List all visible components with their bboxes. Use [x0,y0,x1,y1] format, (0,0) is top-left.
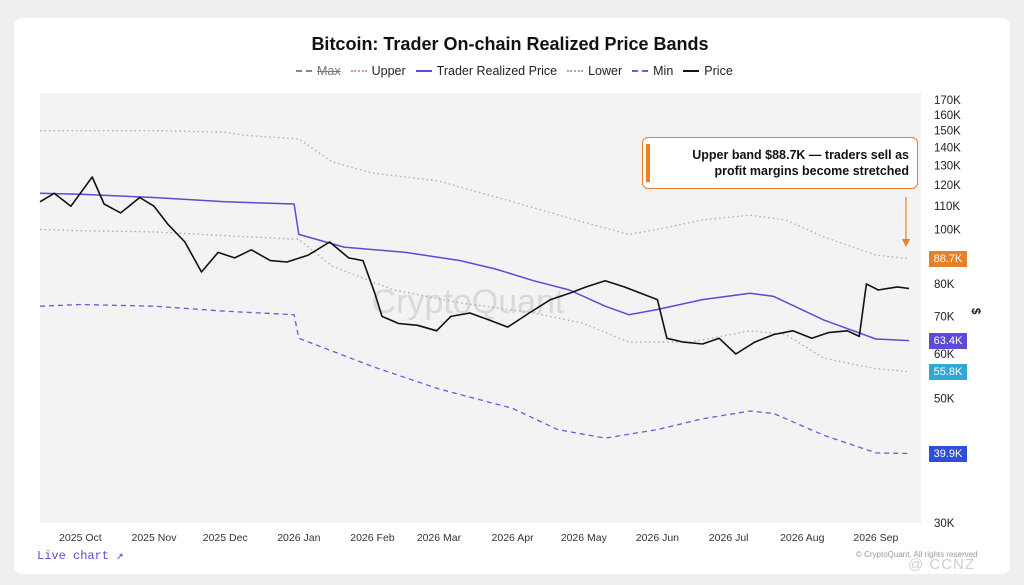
y-tick-label: 140K [934,142,961,154]
annotation-arrow-head [902,239,910,247]
x-tick-label: 2025 Oct [59,532,102,544]
x-tick-label: 2026 Jan [277,532,320,544]
value-tag: 63.4K [929,332,967,349]
x-tick-label: 2026 Feb [350,532,395,544]
x-tick-label: 2026 Jun [636,532,679,544]
series-line-price [39,176,910,355]
legend-swatch [567,70,584,72]
legend-label: Max [317,64,341,78]
legend-item-upper[interactable]: Upper [350,64,406,78]
x-tick-label: 2026 May [561,532,608,544]
value-tag: 39.9K [929,445,967,462]
brand-watermark: @ CCNZ [908,556,976,573]
y-axis-label: $ [969,308,981,315]
legend-label: Price [704,64,733,78]
y-tick-label: 80K [934,279,955,291]
y-tick-label: 160K [934,110,961,122]
legend-item-price[interactable]: Price [683,64,733,78]
series-line-lower [39,228,910,373]
legend-item-lower[interactable]: Lower [567,64,622,78]
y-tick-label: 110K [934,201,960,213]
legend-label: Min [653,64,674,78]
copyright-credit: © CryptoQuant. All rights reserved [856,550,978,559]
y-tick-label: 170K [934,95,961,107]
y-tick-label: 50K [934,393,955,405]
cryptoquant-watermark: CryptoQuant [372,283,565,321]
series-line-upper [40,129,910,260]
y-tick-label: 150K [934,126,961,138]
value-tag: 88.7K [929,250,967,267]
y-tick-label: 70K [934,311,955,323]
y-tick-label: 120K [934,180,961,192]
chart-legend: Max Upper Trader Realized Price Lower Min Pri… [296,64,733,78]
y-tick-label: 60K [934,349,955,361]
legend-swatch [683,70,700,72]
chart-title: Bitcoin: Trader On-chain Realized Price … [311,34,709,54]
annotation-box: Upper band $88.7K — traders sell as prof… [642,137,918,189]
x-tick-label: 2025 Nov [132,532,178,544]
x-tick-label: 2026 Mar [417,532,462,544]
annotation-accent-bar [646,144,650,182]
legend-item-trader-realized-price[interactable]: Trader Realized Price [415,64,558,78]
legend-item-min[interactable]: Min [632,64,673,78]
legend-swatch [350,70,367,72]
legend-swatch [415,70,432,72]
legend-label: Lower [588,64,623,78]
annotation-text: Upper band $88.7K — traders sell as prof… [692,148,909,178]
series-line-trader-realized-price [39,192,910,342]
series-line-min [39,303,910,455]
legend-label: Trader Realized Price [436,64,558,78]
live-chart-link[interactable]: Live chart ↗ [37,549,124,563]
value-tag: 55.8K [929,363,967,380]
legend-swatch [296,70,312,72]
legend-swatch [632,70,649,72]
x-tick-label: 2025 Dec [203,532,248,544]
x-tick-label: 2026 Sep [853,532,898,544]
y-tick-label: 30K [934,518,955,530]
legend-label: Upper [371,64,406,78]
y-tick-label: 130K [934,160,961,172]
x-tick-label: 2026 Jul [709,532,749,544]
y-tick-label: 100K [934,224,961,236]
x-tick-label: 2026 Apr [492,532,535,544]
x-tick-label: 2026 Aug [780,532,825,544]
legend-item-max[interactable]: Max [296,64,341,78]
